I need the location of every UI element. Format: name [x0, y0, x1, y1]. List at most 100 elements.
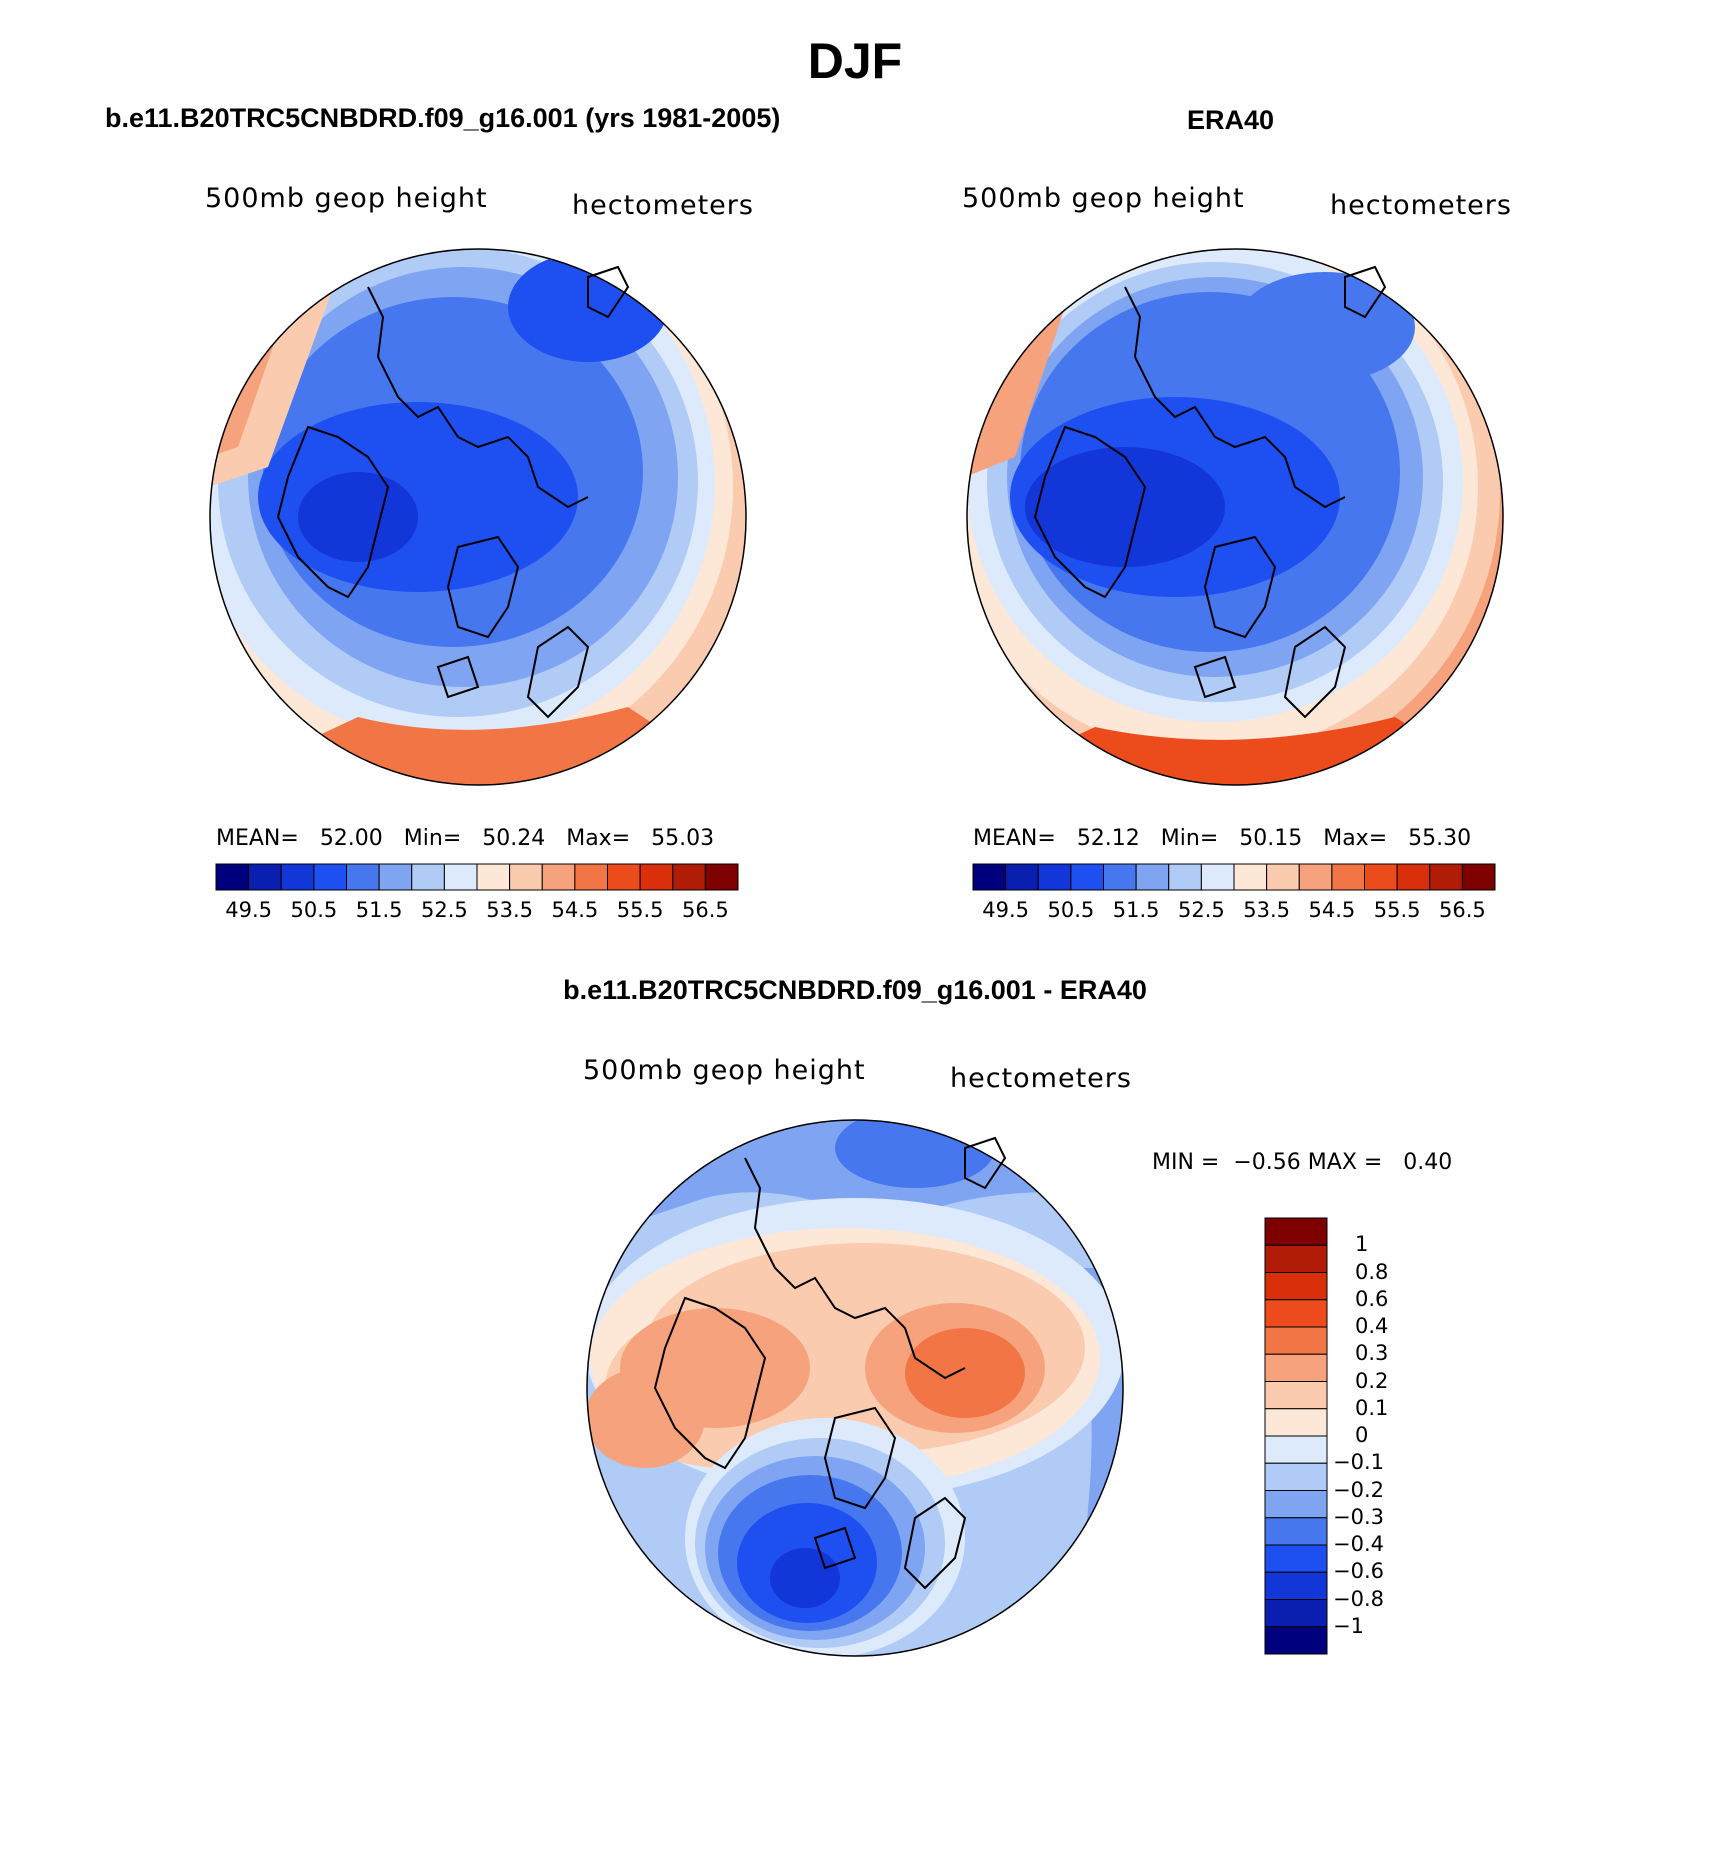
diff-colorbar-box [1264, 1626, 1328, 1655]
model-colorbar-box [215, 863, 250, 891]
model-colorbar-box [411, 863, 445, 891]
diff-colorbar-box [1264, 1544, 1328, 1573]
model-colorbar-box [313, 863, 347, 891]
obs-colorbar-box [1266, 863, 1300, 891]
obs-colorbar-box [1461, 863, 1496, 891]
obs-colorbar-tick-label: 53.5 [1243, 898, 1291, 922]
obs-colorbar-box [1200, 863, 1235, 891]
diff-colorbar-tick-label: −1 [1333, 1613, 1364, 1638]
diff-max-value: 0.40 [1403, 1150, 1453, 1175]
diff-colorbar-tick-label: −0.3 [1333, 1504, 1384, 1529]
obs-colorbar-box [1037, 863, 1072, 891]
model-colorbar-box [704, 863, 739, 891]
diff-colorbar-box [1264, 1571, 1328, 1600]
obs-max-value: 55.30 [1408, 826, 1472, 851]
diff-colorbar-box [1264, 1299, 1328, 1328]
model-colorbar-tick-label: 55.5 [616, 898, 664, 922]
diff-colorbar-box [1264, 1435, 1328, 1464]
model-polar-map [209, 248, 747, 786]
diff-colorbar-box [1264, 1517, 1328, 1546]
obs-min-value: 50.15 [1239, 826, 1303, 851]
model-colorbar-box [280, 863, 315, 891]
diff-colorbar-box [1264, 1490, 1328, 1519]
diff-stats: MIN = −0.56 MAX = 0.40 [1152, 1150, 1452, 1175]
diff-max-label: MAX = [1307, 1150, 1383, 1175]
diff-colorbar-tick-label: −0.8 [1333, 1586, 1384, 1611]
model-variable-label: 500mb geop height [205, 183, 488, 214]
figure-title: DJF [807, 33, 903, 89]
diff-colorbar-tick-label: 0.1 [1355, 1395, 1389, 1420]
diff-colorbar-ticks: 1 0.8 0.6 0.4 0.3 0.2 0.1 0 −0.1 −0.2 −0.3 −0.4 −0.6… [1333, 1218, 1465, 1654]
model-colorbar-tick-label: 56.5 [681, 898, 729, 922]
obs-colorbar-box [1070, 863, 1104, 891]
model-colorbar-box [248, 863, 282, 891]
diff-variable-label: 500mb geop height [583, 1055, 866, 1086]
model-colorbar-box [639, 863, 674, 891]
model-colorbar-tick-label: 50.5 [290, 898, 338, 922]
diff-colorbar-box [1264, 1408, 1328, 1437]
obs-units-label: hectometers [1330, 190, 1512, 221]
model-colorbar-tick-label: 49.5 [225, 898, 273, 922]
obs-colorbar-box [1135, 863, 1170, 891]
model-colorbar-box [607, 863, 641, 891]
diff-colorbar-box [1264, 1462, 1328, 1491]
obs-colorbar-box [1331, 863, 1365, 891]
model-units-label: hectometers [572, 190, 754, 221]
obs-colorbar-tick-label: 56.5 [1438, 898, 1486, 922]
obs-colorbar [972, 863, 1496, 891]
diff-colorbar-box [1264, 1353, 1328, 1382]
obs-colorbar-ticks: 49.5 50.5 51.5 52.5 53.5 54.5 55.5 56.5 [973, 898, 1495, 928]
diff-min-value: −0.56 [1233, 1150, 1301, 1175]
obs-polar-map [966, 248, 1504, 786]
diff-colorbar-tick-label: 0.4 [1355, 1314, 1389, 1338]
diff-colorbar-tick-label: 1 [1355, 1232, 1369, 1257]
diff-panel-title: b.e11.B20TRC5CNBDRD.f09_g16.001 - ERA40 [563, 975, 1147, 1005]
obs-mean-value: 52.12 [1076, 826, 1140, 851]
model-colorbar-box [443, 863, 478, 891]
obs-colorbar-tick-label: 50.5 [1047, 898, 1095, 922]
model-colorbar-ticks: 49.5 50.5 51.5 52.5 53.5 54.5 55.5 56.5 [216, 898, 738, 928]
obs-max-label: Max= [1323, 826, 1388, 851]
diff-colorbar-tick-label: 0.3 [1355, 1341, 1389, 1366]
model-colorbar-box [378, 863, 413, 891]
model-min-label: Min= [403, 826, 462, 851]
obs-colorbar-box [1005, 863, 1039, 891]
diff-units-label: hectometers [950, 1063, 1132, 1094]
obs-colorbar-tick-label: 54.5 [1308, 898, 1356, 922]
diff-colorbar-tick-label: −0.4 [1333, 1532, 1384, 1556]
diff-colorbar-tick-label: −0.6 [1333, 1559, 1384, 1584]
obs-panel-title: ERA40 [1187, 105, 1275, 135]
diff-colorbar-box [1264, 1272, 1328, 1301]
model-max-value: 55.03 [651, 826, 715, 851]
diff-colorbar-tick-label: −0.1 [1333, 1450, 1384, 1475]
model-colorbar-box [476, 863, 511, 891]
obs-colorbar-box [1168, 863, 1202, 891]
diff-colorbar-box [1264, 1244, 1328, 1273]
diff-colorbar-box [1264, 1326, 1328, 1355]
obs-colorbar-tick-label: 52.5 [1177, 898, 1225, 922]
diff-colorbar-box [1264, 1217, 1328, 1246]
obs-variable-label: 500mb geop height [962, 183, 1245, 214]
diff-min-label: MIN = [1152, 1150, 1220, 1175]
obs-colorbar-tick-label: 49.5 [982, 898, 1030, 922]
model-colorbar-box [672, 863, 706, 891]
model-colorbar-box [574, 863, 608, 891]
model-colorbar-tick-label: 54.5 [551, 898, 599, 922]
diff-colorbar-tick-label: 0 [1355, 1423, 1369, 1447]
model-stats: MEAN= 52.00 Min= 50.24 Max= 55.03 [216, 826, 714, 851]
model-min-value: 50.24 [482, 826, 546, 851]
model-mean-label: MEAN= [216, 826, 299, 851]
obs-colorbar-tick-label: 55.5 [1373, 898, 1421, 922]
diff-colorbar-tick-label: 0.2 [1355, 1368, 1389, 1393]
model-panel-title: b.e11.B20TRC5CNBDRD.f09_g16.001 (yrs 198… [105, 103, 781, 133]
obs-colorbar-box [1233, 863, 1268, 891]
model-colorbar-box [509, 863, 543, 891]
diff-colorbar-tick-label: 0.8 [1355, 1259, 1389, 1284]
diff-colorbar-tick-label: 0.6 [1355, 1286, 1389, 1311]
model-colorbar-box [541, 863, 576, 891]
obs-colorbar-box [1364, 863, 1398, 891]
model-coastlines [276, 265, 630, 719]
model-colorbar [215, 863, 739, 891]
diff-colorbar [1264, 1217, 1328, 1655]
diff-polar-map [586, 1119, 1124, 1657]
